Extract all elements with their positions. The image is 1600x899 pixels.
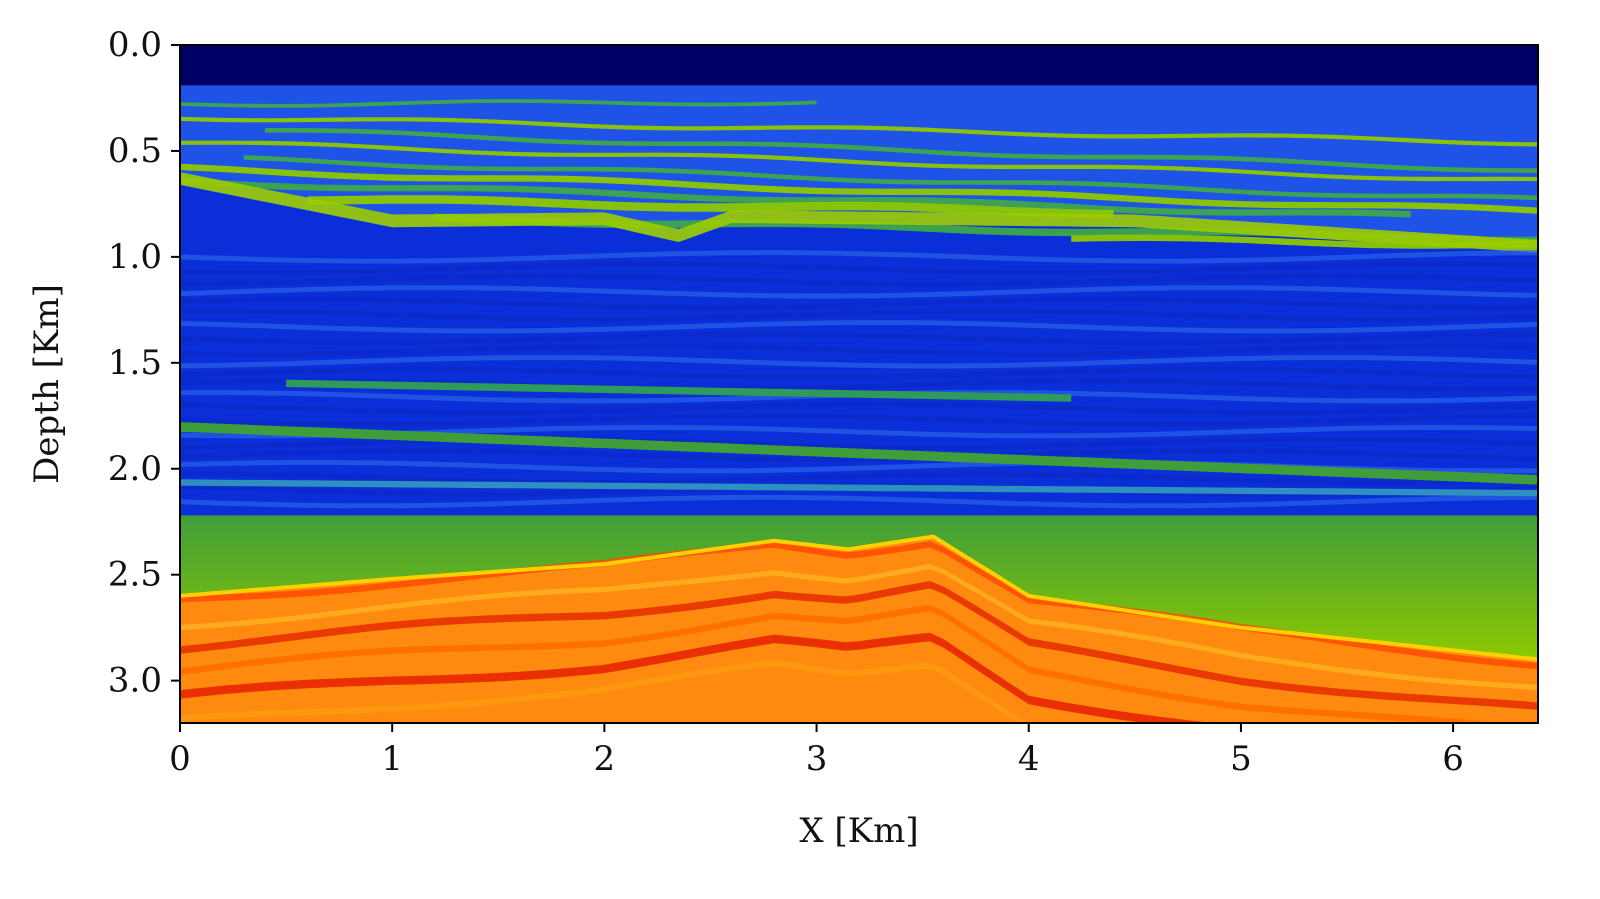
y-tick-label: 2.0 <box>108 449 162 489</box>
upper-stripe <box>243 155 1538 201</box>
mid-striation <box>180 296 1538 311</box>
mid-striation <box>180 448 1538 462</box>
mid-striation <box>180 308 1538 322</box>
y-tick-label: 1.0 <box>108 237 162 277</box>
upper-stripe <box>180 140 1538 182</box>
transition-layer <box>180 515 1538 660</box>
basement-striation <box>180 604 1499 723</box>
mid-striation <box>180 250 1538 264</box>
plot-frame <box>179 44 1539 724</box>
y-axis-label: Depth [Km] <box>27 284 67 484</box>
mid-striation <box>180 436 1538 451</box>
mid-striation <box>180 366 1538 381</box>
x-tick-label: 3 <box>806 739 828 779</box>
y-axis: 0.0 0.5 1.0 1.5 2.0 2.5 3.0 <box>108 25 180 701</box>
mid-striation <box>180 413 1538 427</box>
y-tick-label: 0.0 <box>108 25 162 65</box>
mid-striation <box>180 343 1538 357</box>
x-tick-label: 4 <box>1018 739 1040 779</box>
lens-band <box>180 172 1538 253</box>
upper-stripe <box>180 163 1538 214</box>
basement-top-highlight <box>180 534 1538 662</box>
mid-striation <box>180 320 1538 334</box>
mid-striation <box>180 261 1538 276</box>
y-tick-label: 2.5 <box>108 555 162 595</box>
upper-stripe <box>307 195 1114 219</box>
x-axis-label: X [Km] <box>799 811 918 851</box>
mid-striation <box>180 354 1538 369</box>
x-tick-label: 1 <box>381 739 403 779</box>
basement-striation <box>180 659 1029 723</box>
mid-striation <box>180 331 1538 346</box>
x-tick-label: 6 <box>1442 739 1464 779</box>
basement-striation <box>180 581 1538 710</box>
x-tick-label: 5 <box>1230 739 1252 779</box>
basement-striation <box>180 541 1538 670</box>
mid-striation <box>180 401 1538 416</box>
water-layer <box>180 45 1538 86</box>
mid-band <box>180 422 1538 485</box>
mid-striation <box>180 471 1538 485</box>
basement-striation <box>180 563 1538 691</box>
x-tick-label: 0 <box>169 739 191 779</box>
upper-stripe <box>180 99 817 108</box>
y-tick-label: 3.0 <box>108 661 162 701</box>
mid-band <box>286 379 1072 402</box>
mid-striation <box>180 494 1538 509</box>
mid-striation <box>180 273 1538 287</box>
upper-stripe <box>180 116 1538 147</box>
x-tick-label: 2 <box>594 739 616 779</box>
y-tick-label: 0.5 <box>108 131 162 171</box>
x-axis: 0 1 2 3 4 5 6 <box>169 723 1464 779</box>
plot-area <box>180 45 1538 723</box>
basement-striation <box>180 632 1213 723</box>
mid-striation <box>180 285 1538 299</box>
upper-stripe <box>180 177 1411 218</box>
mid-band <box>180 479 1538 497</box>
upper-stripe <box>264 128 1538 173</box>
y-tick-label: 1.5 <box>108 343 162 383</box>
